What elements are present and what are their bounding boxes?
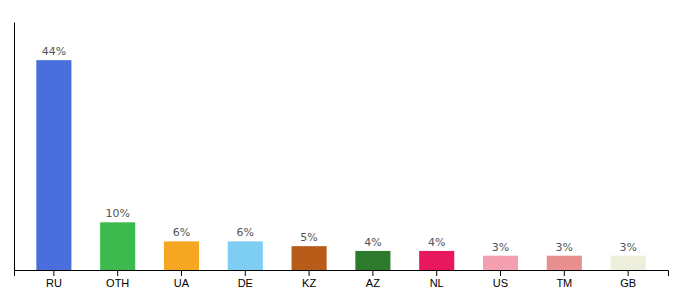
bar	[547, 256, 582, 270]
data-label: 3%	[619, 241, 636, 254]
data-label: 4%	[428, 236, 445, 249]
plot-area: 44% 10% 6% 6% 5% 4% 4% 3% 3% 3% RU OTH UA DE KZ AZ NL US T…	[15, 23, 669, 289]
x-tick-label: TM	[556, 277, 572, 289]
x-tick-label: GB	[620, 277, 636, 289]
x-tick-mark	[372, 270, 373, 276]
bar	[292, 246, 327, 270]
x-tick-mark	[53, 270, 54, 276]
x-tick: TM	[556, 270, 572, 289]
bar	[228, 241, 263, 270]
data-label: 4%	[364, 236, 381, 249]
y-axis	[14, 23, 15, 271]
x-tick-mark	[245, 270, 246, 276]
data-label: 6%	[237, 226, 254, 239]
x-tick-mark	[500, 270, 501, 276]
x-axis-line	[15, 271, 669, 277]
data-label: 10%	[105, 207, 129, 220]
data-label: 3%	[492, 241, 509, 254]
x-tick: DE	[238, 270, 253, 289]
x-tick-mark	[309, 270, 310, 276]
x-tick: NL	[430, 270, 444, 289]
bar	[36, 60, 71, 270]
x-tick: AZ	[366, 270, 380, 289]
x-tick-mark	[564, 270, 565, 276]
x-tick-mark	[117, 270, 118, 276]
x-tick: KZ	[302, 270, 316, 289]
x-tick-label: NL	[430, 277, 444, 289]
x-tick: UA	[174, 270, 190, 289]
x-tick-mark	[628, 270, 629, 276]
data-labels: 44% 10% 6% 6% 5% 4% 4% 3% 3% 3%	[42, 45, 637, 254]
y-axis-line	[14, 23, 15, 271]
data-label: 3%	[556, 241, 573, 254]
x-tick-label: RU	[46, 277, 62, 289]
bars	[36, 60, 645, 270]
bar	[483, 256, 518, 270]
bar	[611, 256, 646, 270]
bar	[164, 241, 199, 270]
x-tick-label: US	[493, 277, 508, 289]
bar	[419, 251, 454, 270]
x-tick-label: OTH	[106, 277, 129, 289]
bar	[355, 251, 390, 270]
x-axis: RU OTH UA DE KZ AZ NL US TM GB	[15, 270, 669, 289]
x-tick-label: UA	[174, 277, 190, 289]
data-label: 5%	[300, 231, 317, 244]
x-tick: RU	[46, 270, 62, 289]
x-tick-label: DE	[238, 277, 253, 289]
x-tick: OTH	[106, 270, 129, 289]
x-tick-mark	[181, 270, 182, 276]
x-tick-label: KZ	[302, 277, 316, 289]
data-label: 44%	[42, 45, 66, 58]
bar	[100, 222, 135, 270]
chart: 44% 10% 6% 6% 5% 4% 4% 3% 3% 3% RU OTH UA DE KZ AZ NL US T…	[0, 0, 680, 300]
x-tick-label: AZ	[366, 277, 380, 289]
x-tick: US	[493, 270, 508, 289]
data-label: 6%	[173, 226, 190, 239]
x-tick-mark	[436, 270, 437, 276]
x-tick: GB	[620, 270, 636, 289]
